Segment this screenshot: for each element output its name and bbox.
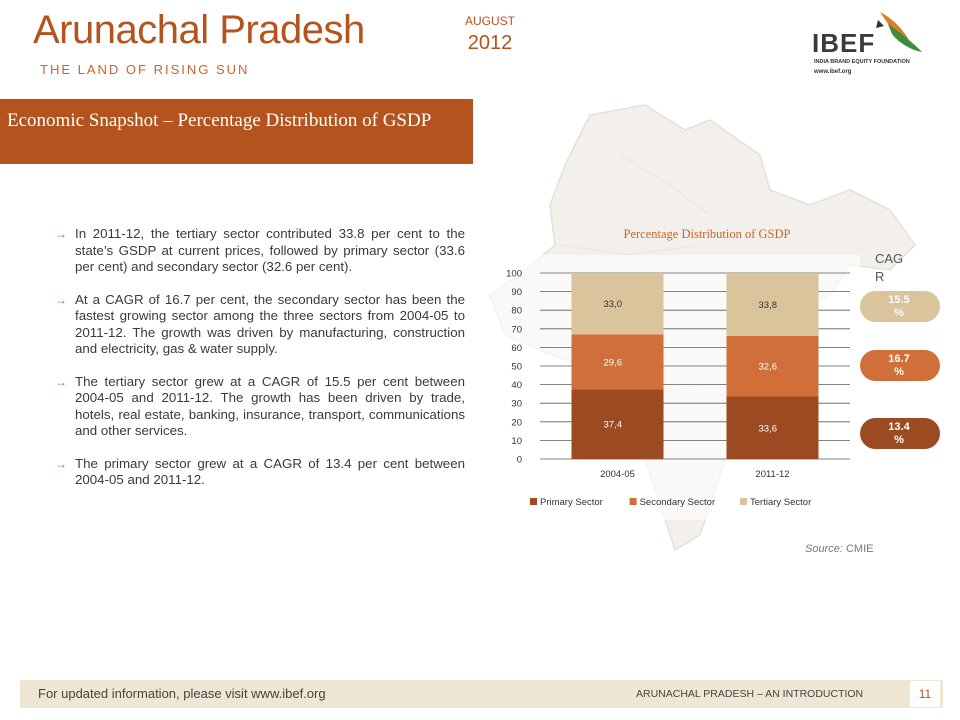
legend-label: Primary Sector (540, 497, 603, 508)
bar-segment (571, 334, 664, 390)
y-tick-label: 50 (511, 362, 522, 373)
logo-tagline: INDIA BRAND EQUITY FOUNDATION (814, 59, 910, 65)
data-label: 33,8 (759, 300, 778, 311)
cagr-value-tertiary: 15.5 % (888, 294, 910, 319)
logo-url: www.ibef.org (814, 69, 852, 75)
y-tick-label: 20 (511, 417, 522, 428)
cagr-value-primary: 13.4 % (888, 421, 910, 446)
bar-segment (571, 389, 664, 459)
date-month: AUGUST (464, 14, 515, 28)
data-label: 37,4 (604, 420, 623, 431)
section-title: Economic Snapshot – Percentage Distribut… (7, 110, 432, 131)
bar-segment (726, 396, 819, 459)
page-number: 11 (910, 681, 940, 707)
arrow-right-icon: → (55, 227, 67, 241)
source-note: Source: CMIE (805, 543, 873, 555)
arrow-right-icon: → (55, 456, 67, 471)
data-label: 32,6 (759, 362, 778, 373)
legend-label: Secondary Sector (640, 497, 716, 508)
y-tick-label: 40 (511, 380, 522, 391)
y-tick-label: 10 (511, 436, 522, 447)
y-tick-label: 0 (517, 455, 522, 466)
x-tick-label: 2011-12 (755, 469, 789, 480)
date-year: 2012 (467, 32, 513, 54)
y-tick-label: 90 (511, 287, 522, 298)
bullet-text: The tertiary sector grew at a CAGR of 15… (75, 373, 465, 439)
source-text: CMIE (845, 543, 874, 555)
y-tick-label: 100 (506, 269, 522, 280)
y-tick-label: 80 (511, 306, 522, 317)
page-title: Arunachal Pradesh (33, 8, 365, 52)
legend-swatch (530, 498, 537, 505)
y-tick-label: 70 (511, 324, 522, 335)
page-subtitle: THE LAND OF RISING SUN (40, 62, 250, 77)
cagr-label: CAGR (875, 251, 904, 284)
legend-label: Tertiary Sector (750, 497, 811, 508)
bullet-item: → At a CAGR of 16.7 per cent, the seconda… (55, 292, 465, 358)
bullet-list: → In 2011-12, the tertiary sector contrib… (55, 226, 465, 505)
cagr-value-secondary: 16.7 % (888, 353, 910, 378)
y-tick-label: 60 (511, 343, 522, 354)
gsdp-stacked-bar-chart: 0 10 20 30 40 50 60 70 80 90 100 37,4 29,6 33,0 2004-0… (490, 255, 860, 520)
bar-segment (726, 273, 819, 336)
logo-wordmark: IBEF (812, 28, 876, 58)
y-tick-label: 30 (511, 399, 522, 410)
cagr-badge-secondary: 16.7 % (860, 350, 940, 381)
source-prefix: Source: (805, 543, 843, 555)
data-label: 33,6 (759, 423, 778, 434)
legend-swatch (740, 498, 747, 505)
cagr-badge-primary: 13.4 % (860, 418, 940, 449)
footer-bar: For updated information, please visit ww… (20, 680, 943, 708)
cagr-badge-tertiary: 15.5 % (860, 291, 940, 322)
arrow-right-icon: → (55, 292, 67, 307)
chart-title: Percentage Distribution of GSDP (623, 227, 791, 241)
section-banner: Economic Snapshot – Percentage Distribut… (0, 99, 473, 164)
ibef-logo[interactable]: IBEF INDIA BRAND EQUITY FOUNDATION www.i… (812, 8, 932, 80)
data-label: 29,6 (604, 357, 623, 368)
bird-logo-icon (876, 12, 922, 52)
legend-swatch (629, 498, 637, 505)
bar-segment (726, 335, 819, 397)
bullet-text: The primary sector grew at a CAGR of 13.… (75, 455, 465, 488)
bar-segment (571, 273, 664, 335)
x-tick-label: 2004-05 (600, 469, 635, 480)
data-label: 33,0 (604, 299, 623, 310)
footer-deck-title: ARUNACHAL PRADESH – AN INTRODUCTION (636, 688, 864, 700)
bullet-item: → The tertiary sector grew at a CAGR of 1… (55, 374, 465, 440)
bullet-text: At a CAGR of 16.7 per cent, the secondar… (75, 291, 465, 357)
bullet-text: In 2011-12, the tertiary sector contribu… (75, 226, 465, 274)
footer-link-text[interactable]: For updated information, please visit ww… (38, 686, 326, 701)
arrow-right-icon: → (55, 374, 67, 389)
bullet-item: → In 2011-12, the tertiary sector contrib… (55, 226, 465, 276)
bullet-item: → The primary sector grew at a CAGR of 13… (55, 456, 465, 489)
